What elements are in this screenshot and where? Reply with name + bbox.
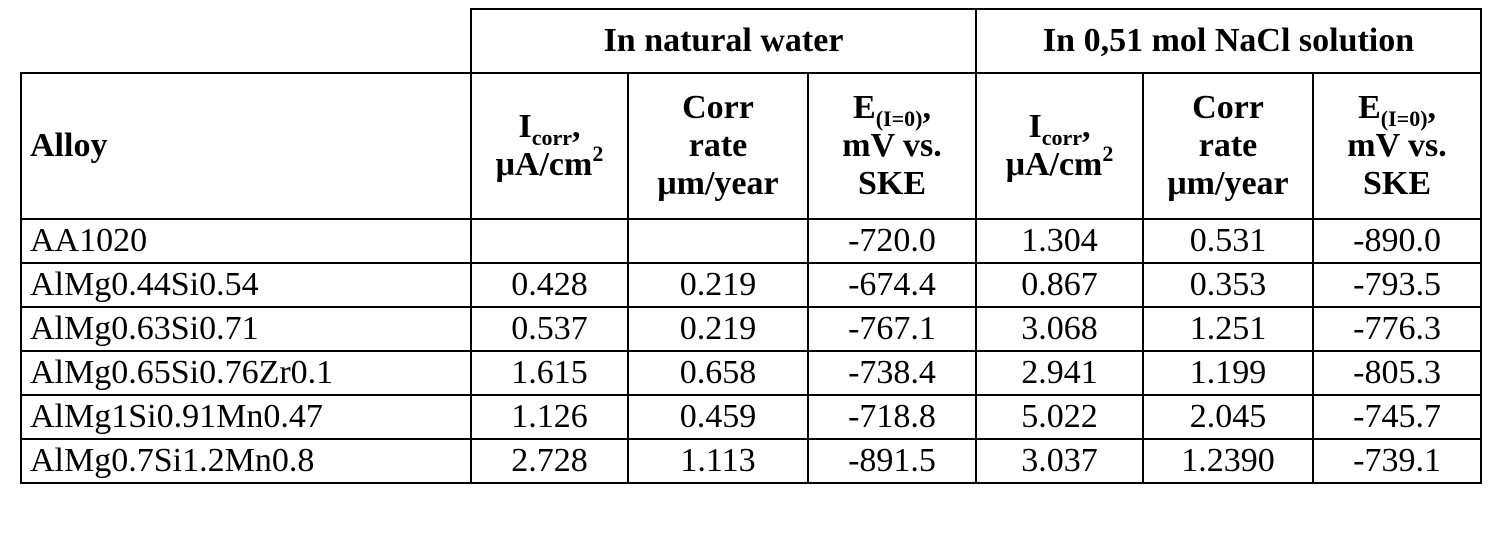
- value-cell: 1.126: [470, 394, 629, 440]
- header-line: SKE: [857, 165, 927, 202]
- value-cell: 0.531: [1142, 218, 1315, 264]
- header-comma: ,: [1082, 108, 1091, 145]
- value-cell: 1.304: [975, 218, 1145, 264]
- header-comma: ,: [922, 89, 931, 126]
- value-cell: 2.728: [470, 438, 629, 484]
- group-header-row: In natural water In 0,51 mol NaCl soluti…: [21, 8, 1483, 74]
- value-cell: 0.219: [627, 306, 809, 352]
- table-row: AA1020 -720.0 1.304 0.531 -890.0: [20, 218, 1483, 264]
- header-subscript: (I=0): [875, 106, 923, 131]
- header-unit: μA/cm: [1005, 146, 1103, 183]
- value-cell: -718.8: [806, 394, 978, 440]
- header-line: rate: [1198, 127, 1258, 164]
- header-potential-nacl: E(I=0), mV vs. SKE: [1312, 72, 1483, 220]
- header-symbol: E: [853, 89, 876, 126]
- header-unit: μm/year: [657, 165, 779, 202]
- value-cell: 1.199: [1142, 350, 1315, 396]
- header-superscript: 2: [1102, 141, 1114, 166]
- header-line: rate: [688, 127, 748, 164]
- value-cell: -891.5: [806, 438, 978, 484]
- table-row: AlMg0.7Si1.2Mn0.8 2.728 1.113 -891.5 3.0…: [20, 438, 1483, 484]
- header-line: mV vs.: [842, 127, 942, 164]
- value-cell: -745.7: [1312, 394, 1483, 440]
- alloy-cell: AlMg0.44Si0.54: [20, 262, 472, 308]
- header-corr-rate-nacl: Corr rate μm/year: [1142, 72, 1315, 220]
- value-cell: 1.113: [627, 438, 809, 484]
- header-subscript: corr: [1041, 125, 1083, 150]
- table-row: AlMg0.65Si0.76Zr0.1 1.615 0.658 -738.4 2…: [20, 350, 1483, 396]
- blank-corner-cell: [21, 9, 472, 74]
- value-cell: -739.1: [1312, 438, 1483, 484]
- header-symbol: I: [1028, 108, 1042, 145]
- value-cell: 0.537: [470, 306, 629, 352]
- value-cell: 0.867: [975, 262, 1145, 308]
- value-cell: 0.353: [1142, 262, 1315, 308]
- header-symbol: I: [518, 108, 532, 145]
- alloy-header: Alloy: [20, 72, 472, 220]
- value-cell: -738.4: [806, 350, 978, 396]
- header-comma: ,: [572, 108, 581, 145]
- header-line: mV vs.: [1347, 127, 1447, 164]
- value-cell: -793.5: [1312, 262, 1483, 308]
- table-row: AlMg0.44Si0.54 0.428 0.219 -674.4 0.867 …: [20, 262, 1483, 308]
- header-subscript: (I=0): [1380, 106, 1428, 131]
- value-cell: [627, 218, 809, 264]
- header-unit: μA/cm: [495, 146, 593, 183]
- group-natural-water: In natural water: [469, 8, 978, 74]
- value-cell: 2.941: [975, 350, 1145, 396]
- value-cell: 1.2390: [1142, 438, 1315, 484]
- header-comma: ,: [1427, 89, 1437, 126]
- value-cell: 5.022: [975, 394, 1145, 440]
- value-cell: -720.0: [806, 218, 978, 264]
- value-cell: [470, 218, 629, 264]
- header-line: Corr: [1192, 89, 1264, 126]
- alloy-cell: AlMg0.65Si0.76Zr0.1: [20, 350, 472, 396]
- corrosion-data-table: In natural water In 0,51 mol NaCl soluti…: [20, 8, 1483, 484]
- header-line: Corr: [682, 89, 754, 126]
- alloy-cell: AlMg1Si0.91Mn0.47: [20, 394, 472, 440]
- header-icorr-nacl: Icorr, μA/cm2: [975, 72, 1145, 220]
- value-cell: 1.251: [1142, 306, 1315, 352]
- value-cell: -805.3: [1312, 350, 1483, 396]
- header-corr-rate-water: Corr rate μm/year: [627, 72, 809, 220]
- column-header-row: Alloy Icorr, μA/cm2 Corr rate μm/year E(…: [20, 72, 1483, 220]
- alloy-cell: AlMg0.7Si1.2Mn0.8: [20, 438, 472, 484]
- header-line: SKE: [1363, 165, 1432, 202]
- value-cell: 1.615: [470, 350, 629, 396]
- header-potential-water: E(I=0), mV vs. SKE: [806, 72, 978, 220]
- value-cell: 0.428: [470, 262, 629, 308]
- alloy-cell: AlMg0.63Si0.71: [20, 306, 472, 352]
- header-subscript: corr: [531, 125, 573, 150]
- value-cell: -890.0: [1312, 218, 1483, 264]
- table-row: AlMg1Si0.91Mn0.47 1.126 0.459 -718.8 5.0…: [20, 394, 1483, 440]
- value-cell: 3.068: [975, 306, 1145, 352]
- header-superscript: 2: [592, 141, 604, 166]
- value-cell: -767.1: [806, 306, 978, 352]
- value-cell: 2.045: [1142, 394, 1315, 440]
- header-symbol: E: [1358, 89, 1381, 126]
- value-cell: 0.459: [627, 394, 809, 440]
- value-cell: 0.219: [627, 262, 809, 308]
- header-unit: μm/year: [1167, 165, 1289, 202]
- value-cell: 0.658: [627, 350, 809, 396]
- value-cell: 3.037: [975, 438, 1145, 484]
- group-nacl-solution: In 0,51 mol NaCl solution: [975, 8, 1483, 74]
- value-cell: -776.3: [1312, 306, 1483, 352]
- alloy-cell: AA1020: [20, 218, 472, 264]
- value-cell: -674.4: [806, 262, 978, 308]
- header-icorr-water: Icorr, μA/cm2: [470, 72, 629, 220]
- table-row: AlMg0.63Si0.71 0.537 0.219 -767.1 3.068 …: [20, 306, 1483, 352]
